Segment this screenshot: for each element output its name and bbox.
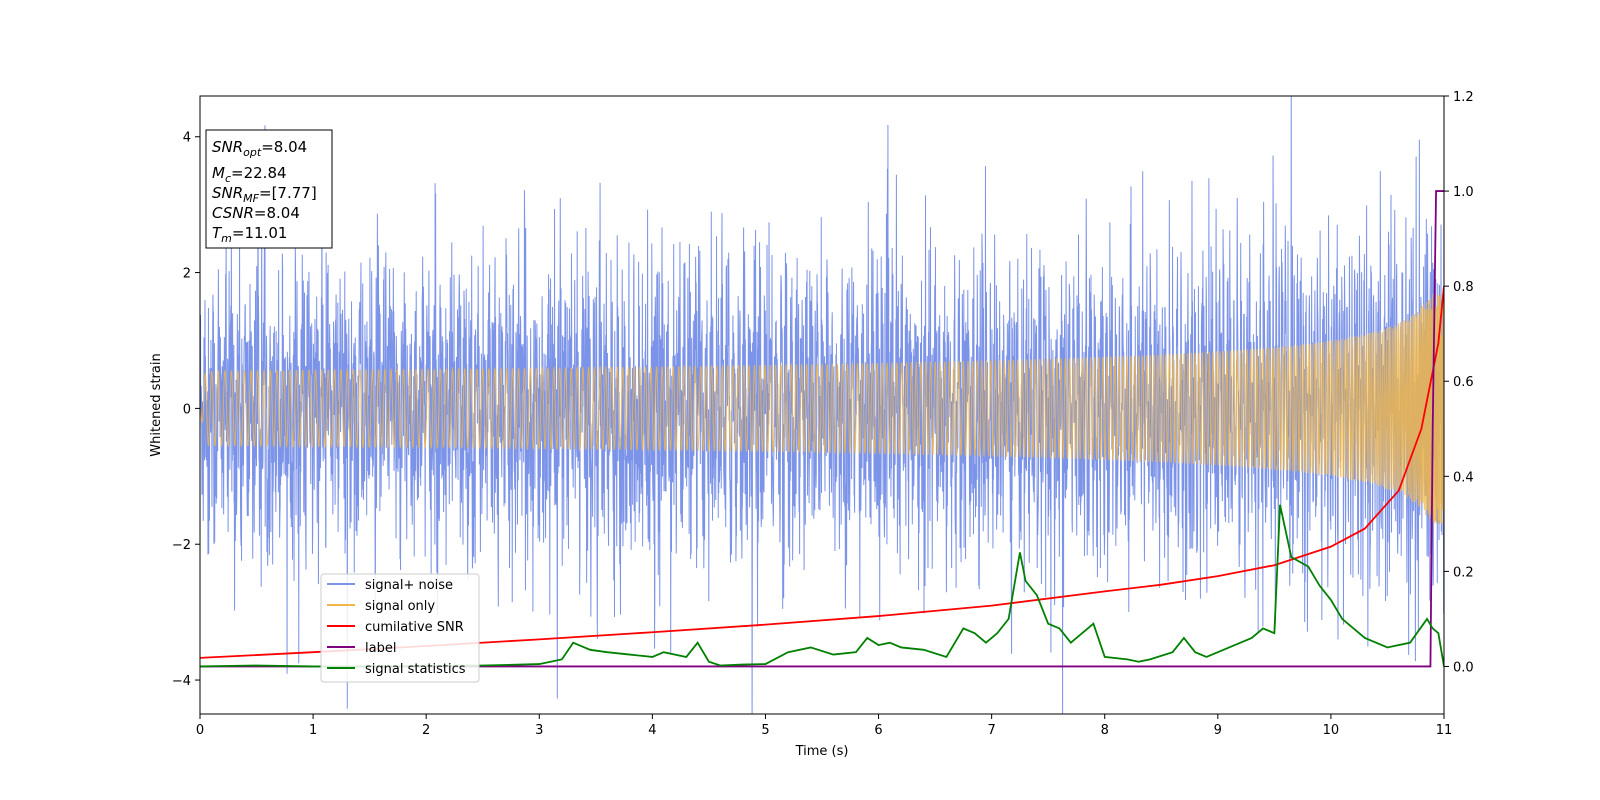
- y2-tick-label: 0.6: [1453, 375, 1474, 390]
- tm-text: Tm=11.01: [212, 224, 287, 245]
- y2-tick-label: 0.8: [1453, 280, 1474, 295]
- csnr-text: CSNR=8.04: [212, 204, 300, 222]
- series-signal-only: [200, 293, 1444, 524]
- info-box: SNRopt=8.04 Mc=22.84 SNRMF=[7.77] CSNR=8…: [205, 129, 333, 249]
- y2-ticks: 0.0 0.2 0.4 0.6 0.8 1.0 1.2: [1444, 90, 1474, 675]
- svg-text:signal+ noise: signal+ noise: [365, 578, 453, 593]
- x-tick-label: 8: [1101, 723, 1109, 738]
- legend-item-signal-noise: signal+ noise: [327, 578, 453, 593]
- x-tick-label: 9: [1214, 723, 1222, 738]
- y-axis-label: Whitened strain: [149, 353, 164, 456]
- series-signal-statistics: [200, 504, 1444, 668]
- y-tick-label: 0: [183, 402, 191, 417]
- x-tick-label: 5: [761, 723, 769, 738]
- x-tick-label: 0: [196, 723, 204, 738]
- x-ticks: 0 1 2 3 4 5 6 7 8 9 10 11: [196, 714, 1452, 738]
- y-tick-label: 2: [183, 267, 191, 282]
- y2-tick-label: 0.2: [1453, 565, 1474, 580]
- x-tick-label: 2: [422, 723, 430, 738]
- legend-item-signal-only: signal only: [327, 599, 435, 614]
- x-axis-label: Time (s): [795, 744, 849, 759]
- x-tick-label: 6: [874, 723, 882, 738]
- snr-opt-text: SNRopt=8.04: [212, 138, 307, 159]
- svg-text:cumilative SNR: cumilative SNR: [365, 620, 464, 635]
- y2-tick-label: 1.0: [1453, 185, 1474, 200]
- x-tick-label: 4: [648, 723, 656, 738]
- legend-item-label: label: [327, 641, 396, 656]
- y2-tick-label: 1.2: [1453, 90, 1474, 105]
- y-ticks: −4 −2 0 2 4: [172, 131, 200, 689]
- x-tick-label: 11: [1436, 723, 1453, 738]
- svg-text:label: label: [365, 641, 396, 656]
- y-tick-label: 4: [183, 131, 191, 146]
- x-tick-label: 7: [987, 723, 995, 738]
- snr-mf-text: SNRMF=[7.77]: [212, 184, 317, 205]
- plot-frame: [199, 95, 1445, 715]
- y-tick-label: −2: [172, 538, 191, 553]
- legend-item-cumilative-snr: cumilative SNR: [327, 620, 464, 635]
- series-layer: [200, 96, 1444, 714]
- legend-item-signal-statistics: signal statistics: [327, 662, 466, 677]
- x-tick-label: 3: [535, 723, 543, 738]
- svg-text:signal only: signal only: [365, 599, 435, 614]
- x-tick-label: 10: [1323, 723, 1340, 738]
- x-tick-label: 1: [309, 723, 317, 738]
- svg-text:signal statistics: signal statistics: [365, 662, 466, 677]
- series-cumulative-snr: [200, 286, 1444, 659]
- mc-text: Mc=22.84: [212, 164, 287, 185]
- y2-tick-label: 0.0: [1453, 660, 1474, 675]
- legend: signal+ noise signal only cumilative SNR…: [320, 573, 480, 683]
- y-tick-label: −4: [172, 674, 191, 689]
- series-label: [200, 190, 1444, 668]
- y2-tick-label: 0.4: [1453, 470, 1474, 485]
